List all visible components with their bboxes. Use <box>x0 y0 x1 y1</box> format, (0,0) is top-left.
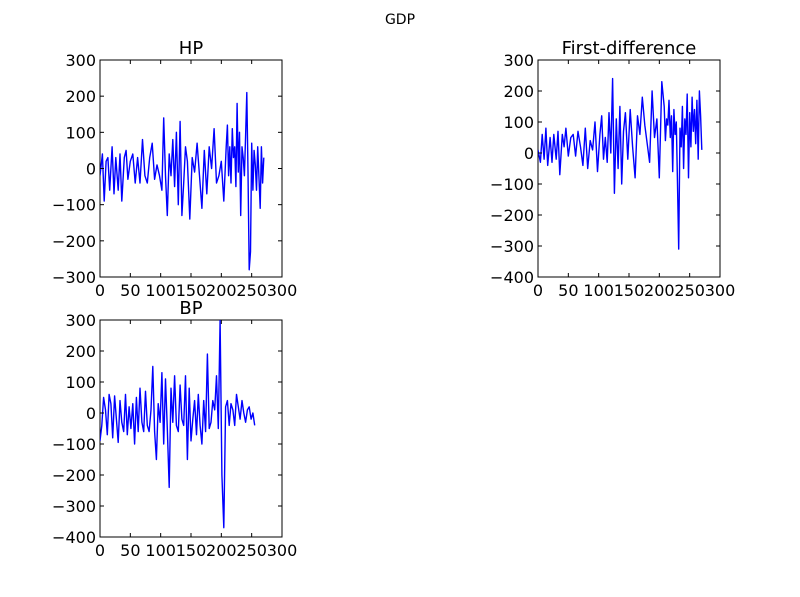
x-tick-label: 100 <box>145 281 176 300</box>
y-tick-label: 100 <box>65 373 96 392</box>
x-tick-label: 0 <box>95 281 105 300</box>
y-tick-label: 300 <box>503 51 534 70</box>
x-tick-label: 200 <box>206 541 237 560</box>
y-tick-label: 0 <box>86 160 96 179</box>
x-tick-label: 0 <box>95 541 105 560</box>
x-tick-label: 250 <box>236 541 267 560</box>
chart-title-first-difference: First-difference <box>562 38 697 59</box>
chart-title-bp: BP <box>179 298 202 319</box>
y-tick-label: −300 <box>490 237 534 256</box>
y-tick-label: −400 <box>490 268 534 287</box>
x-tick-label: 50 <box>120 541 140 560</box>
y-tick-label: −300 <box>52 268 96 287</box>
x-tick-label: 250 <box>236 281 267 300</box>
chart-panel-hp: 0 50 100 150 200 250 300−300−200−1000100200300… <box>52 38 297 300</box>
series-line-bp <box>100 320 256 529</box>
y-tick-label: 100 <box>503 113 534 132</box>
series-line-first-difference <box>538 77 703 250</box>
x-tick-label: 150 <box>176 281 207 300</box>
x-tick-label: 0 <box>533 281 543 300</box>
x-tick-label: 50 <box>120 281 140 300</box>
y-tick-label: −300 <box>52 497 96 516</box>
y-tick-label: −100 <box>52 196 96 215</box>
y-tick-label: −100 <box>490 175 534 194</box>
y-tick-label: 0 <box>524 144 534 163</box>
x-tick-label: 100 <box>583 281 614 300</box>
y-tick-label: −200 <box>52 466 96 485</box>
y-tick-label: 200 <box>503 82 534 101</box>
x-tick-label: 50 <box>558 281 578 300</box>
y-tick-label: 0 <box>86 404 96 423</box>
y-tick-label: 200 <box>65 87 96 106</box>
x-tick-label: 300 <box>705 281 736 300</box>
y-tick-label: −200 <box>52 232 96 251</box>
chart-title-hp: HP <box>179 38 204 59</box>
x-tick-label: 200 <box>206 281 237 300</box>
y-tick-label: 300 <box>65 51 96 70</box>
plot-frame-first-difference <box>537 59 721 278</box>
x-tick-label: 100 <box>145 541 176 560</box>
y-tick-label: −200 <box>490 206 534 225</box>
x-tick-label: 150 <box>614 281 645 300</box>
x-tick-label: 300 <box>267 281 298 300</box>
chart-panel-bp: 0 50 100 150 200 250 300−400−300−200−100010020… <box>52 298 297 560</box>
x-tick-label: 300 <box>267 541 298 560</box>
chart-panel-first-difference: 0 50 100 150 200 250 300−400−300−200−100010020… <box>490 38 735 300</box>
x-tick-label: 200 <box>644 281 675 300</box>
y-tick-label: 100 <box>65 123 96 142</box>
y-tick-label: −400 <box>52 528 96 547</box>
y-tick-label: 200 <box>65 342 96 361</box>
x-tick-label: 250 <box>674 281 705 300</box>
y-tick-label: −100 <box>52 435 96 454</box>
y-tick-label: 300 <box>65 311 96 330</box>
figure-suptitle: GDP <box>385 12 415 28</box>
x-tick-label: 150 <box>176 541 207 560</box>
series-line-hp <box>100 91 265 271</box>
